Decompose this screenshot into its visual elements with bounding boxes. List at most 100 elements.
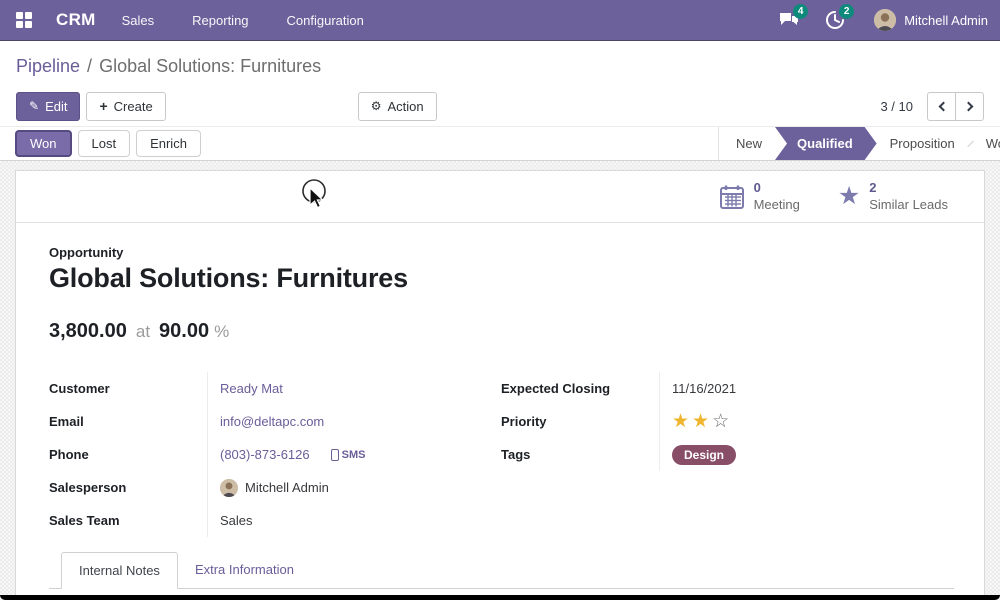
customer-label: Customer [49,372,208,405]
priority-star-1-icon[interactable]: ★ [672,411,690,432]
probability-value: 90.00 [159,320,210,342]
phone-value-link[interactable]: (803)-873-6126 [220,447,310,462]
tab-internal-notes[interactable]: Internal Notes [61,552,178,589]
breadcrumb-pipeline-link[interactable]: Pipeline [16,56,81,76]
field-grid: Customer Ready Mat Email info@deltapc.co… [49,372,954,537]
form-view-background: 0 Meeting ★ 2 Similar Leads Opportunity … [0,161,1000,600]
field-sales-team: Sales Team Sales [49,504,501,537]
meeting-label: Meeting [753,196,800,212]
phone-label: Phone [49,438,208,471]
tab-extra-information[interactable]: Extra Information [194,562,294,577]
expected-closing-label: Expected Closing [501,372,660,405]
app-brand[interactable]: CRM [56,10,96,29]
sales-team-label: Sales Team [49,504,208,537]
won-button[interactable]: Won [15,130,72,157]
pager-next-button[interactable] [955,91,984,121]
action-button[interactable]: ⚙ Action [357,91,437,121]
messages-badge: 4 [793,4,809,19]
user-menu[interactable]: Mitchell Admin [874,9,988,31]
menu-sales[interactable]: Sales [121,12,155,28]
stage-won[interactable]: Won [985,136,1000,151]
top-navbar: CRM Sales Reporting Configuration 4 2 [0,0,1000,41]
record-pager: 3 / 10 [880,91,984,121]
meeting-count: 0 [753,180,761,196]
similar-leads-stat-button[interactable]: ★ 2 Similar Leads [824,171,962,222]
stage-pipeline: New Qualified Proposition Won [718,127,1000,160]
menu-configuration[interactable]: Configuration [286,12,364,28]
pencil-icon: ✎ [29,99,40,113]
priority-star-2-icon[interactable]: ★ [692,411,710,432]
percent-sign: % [214,322,230,341]
expected-revenue: 3,800.00 at 90.00 % [49,320,954,343]
field-salesperson: Salesperson Mitchell Admin [49,471,501,504]
lost-button[interactable]: Lost [77,130,131,157]
expected-closing-value[interactable]: 11/16/2021 [672,381,737,396]
stage-qualified[interactable]: Qualified [775,127,877,160]
breadcrumb: Pipeline / Global Solutions: Furnitures [0,41,1000,86]
tag-design[interactable]: Design [672,444,737,465]
sms-label: SMS [341,448,366,461]
field-column-left: Customer Ready Mat Email info@deltapc.co… [49,372,501,537]
menu-reporting[interactable]: Reporting [192,12,249,28]
plus-icon: + [99,98,108,114]
priority-stars: ★ ★ ☆ [672,412,729,431]
meetings-stat-button[interactable]: 0 Meeting [705,171,814,222]
email-value-link[interactable]: info@deltapc.com [220,414,325,429]
edit-button-label: Edit [45,98,68,114]
field-customer: Customer Ready Mat [49,372,501,405]
field-tags: Tags Design [501,438,954,471]
opportunity-title: Global Solutions: Furnitures [49,263,408,293]
create-button-label: Create [113,98,153,114]
user-name: Mitchell Admin [904,12,988,28]
priority-label: Priority [501,405,660,438]
email-label: Email [49,405,208,438]
form-sheet: 0 Meeting ★ 2 Similar Leads Opportunity … [15,170,985,600]
pager-buttons [927,91,984,121]
activities-button[interactable]: 2 [822,4,855,32]
chevron-right-icon [963,101,973,111]
apps-grid-icon[interactable] [16,12,32,28]
record-type-label: Opportunity [49,245,124,260]
notebook-tabs: Internal Notes Extra Information [49,552,954,589]
sms-button[interactable]: SMS [330,448,366,461]
customer-value-link[interactable]: Ready Mat [220,381,283,396]
tags-label: Tags [501,438,660,471]
chevron-left-icon [938,101,948,111]
stage-proposition[interactable]: Proposition [889,136,955,151]
statusbar: Won Lost Enrich New Qualified Propositio… [0,126,1000,161]
breadcrumb-separator: / [87,56,93,76]
salesperson-label: Salesperson [49,471,208,504]
breadcrumb-current: Global Solutions: Furnitures [99,56,322,76]
messages-button[interactable]: 4 [776,4,809,32]
mobile-phone-icon [330,448,339,461]
field-phone: Phone (803)-873-6126 SMS [49,438,501,471]
pager-previous-button[interactable] [927,91,956,121]
user-avatar [874,9,897,31]
main-menu: Sales Reporting Configuration [122,13,364,28]
stat-buttons-bar: 0 Meeting ★ 2 Similar Leads [16,171,984,223]
star-icon: ★ [837,182,861,210]
similar-leads-count: 2 [869,180,877,196]
navbar-right: 4 2 Mitchell Admin [776,4,988,32]
enrich-button[interactable]: Enrich [136,130,201,157]
window-bottom-edge [0,595,1000,600]
pager-value: 3 / 10 [880,98,913,114]
similar-leads-label: Similar Leads [869,196,948,212]
field-email: Email info@deltapc.com [49,405,501,438]
create-button[interactable]: + Create [86,91,166,121]
action-button-label: Action [387,98,424,114]
sales-team-value[interactable]: Sales [220,513,253,528]
stage-new[interactable]: New [736,136,763,151]
form-body: Opportunity Global Solutions: Furnitures… [16,223,984,589]
expected-revenue-amount: 3,800.00 [49,320,127,342]
gear-icon: ⚙ [370,99,382,113]
control-panel-buttons: ✎ Edit + Create ⚙ Action 3 / 10 [0,86,1000,126]
field-column-right: Expected Closing 11/16/2021 Priority ★ ★… [501,372,954,537]
salesperson-value[interactable]: Mitchell Admin [245,480,329,495]
priority-star-3-icon[interactable]: ☆ [712,411,730,432]
calendar-icon [719,185,744,209]
field-expected-closing: Expected Closing 11/16/2021 [501,372,954,405]
activities-badge: 2 [839,4,855,19]
edit-button[interactable]: ✎ Edit [16,91,81,121]
